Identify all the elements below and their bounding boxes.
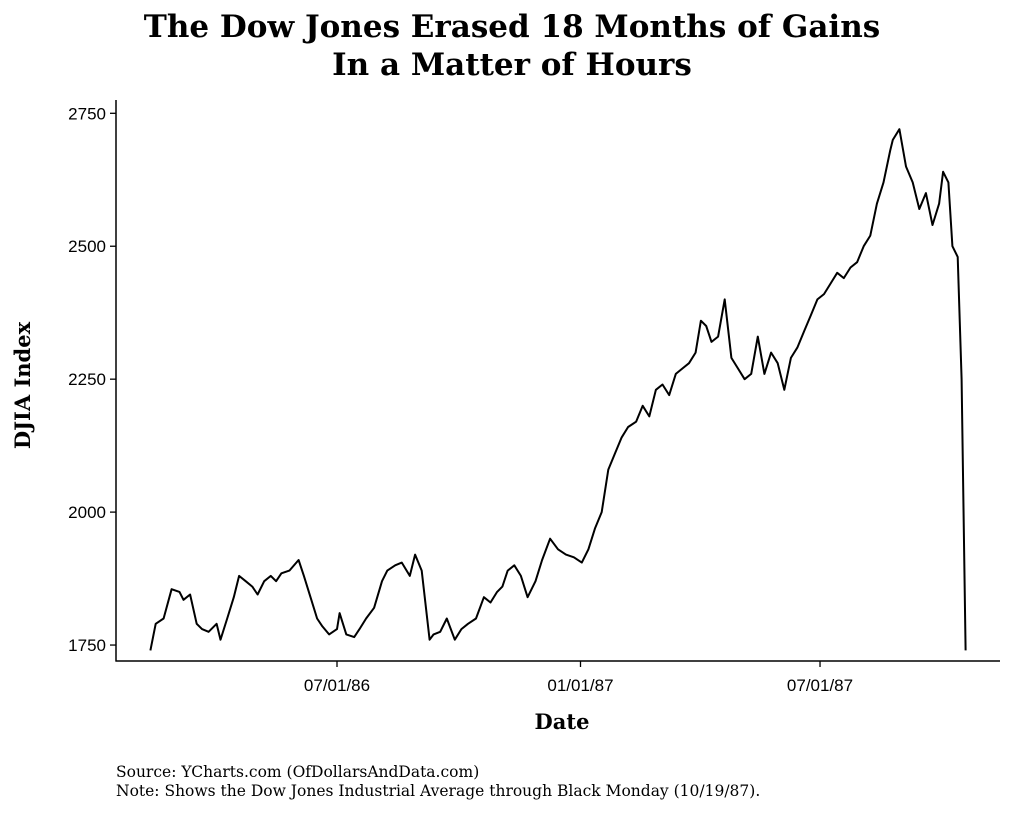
- y-tick-label: 1750: [68, 636, 106, 655]
- y-tick-label: 2250: [68, 370, 106, 389]
- chart-title-line-1: The Dow Jones Erased 18 Months of Gains: [143, 9, 881, 45]
- source-caption: Source: YCharts.com (OfDollarsAndData.co…: [116, 763, 480, 781]
- x-tick-label: 07/01/87: [787, 676, 853, 695]
- chart-title: The Dow Jones Erased 18 Months of Gains …: [0, 8, 1024, 84]
- djia-series-line: [149, 128, 967, 651]
- x-axis-label: Date: [535, 709, 590, 734]
- y-tick-label: 2750: [68, 104, 106, 123]
- note-caption: Note: Shows the Dow Jones Industrial Ave…: [116, 782, 761, 800]
- y-tick-label: 2500: [68, 237, 106, 256]
- chart-caption: Source: YCharts.com (OfDollarsAndData.co…: [116, 763, 760, 801]
- x-tick-label: 07/01/86: [304, 676, 370, 695]
- chart-title-line-2: In a Matter of Hours: [332, 47, 692, 83]
- y-axis-label: DJIA Index: [10, 321, 35, 449]
- y-tick-label: 2000: [68, 503, 106, 522]
- x-tick-label: 01/01/87: [547, 676, 613, 695]
